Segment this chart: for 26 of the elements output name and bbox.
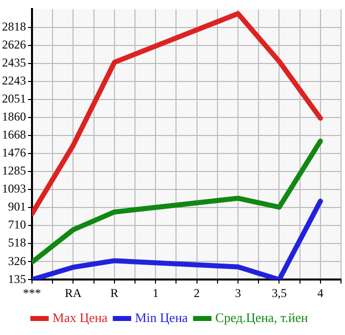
y-tick-label: 1476 <box>2 146 26 160</box>
y-tick-label: 1668 <box>2 128 26 142</box>
x-tick-label: RA <box>64 286 82 300</box>
legend-label: Сред.Цена, т.йен <box>215 310 308 325</box>
y-tick-label: 518 <box>8 236 26 250</box>
x-tick-label: 2 <box>194 286 200 300</box>
y-tick-label: 901 <box>8 200 26 214</box>
x-tick-label: R <box>110 286 118 300</box>
x-tick-label: 3 <box>235 286 241 300</box>
y-tick-label: 710 <box>8 218 26 232</box>
y-tick-label: 135 <box>8 272 26 286</box>
x-tick-label: 1 <box>152 286 159 300</box>
x-tick-label: 4 <box>317 286 324 300</box>
y-tick-label: 2051 <box>2 92 26 106</box>
x-tick-label: *** <box>23 286 41 300</box>
y-tick-label: 326 <box>8 254 26 268</box>
y-tick-label: 1285 <box>2 164 26 178</box>
y-tick-label: 1093 <box>2 182 26 196</box>
legend-label: Min Цена <box>135 310 188 325</box>
legend-label: Max Цена <box>52 310 108 325</box>
y-tick-label: 2626 <box>2 37 26 52</box>
y-tick-label: 1860 <box>2 110 26 124</box>
y-tick-label: 2435 <box>2 55 26 70</box>
y-tick-label: 2243 <box>2 73 26 88</box>
x-tick-label: 3,5 <box>272 286 287 300</box>
y-tick-label: 2818 <box>2 19 26 34</box>
